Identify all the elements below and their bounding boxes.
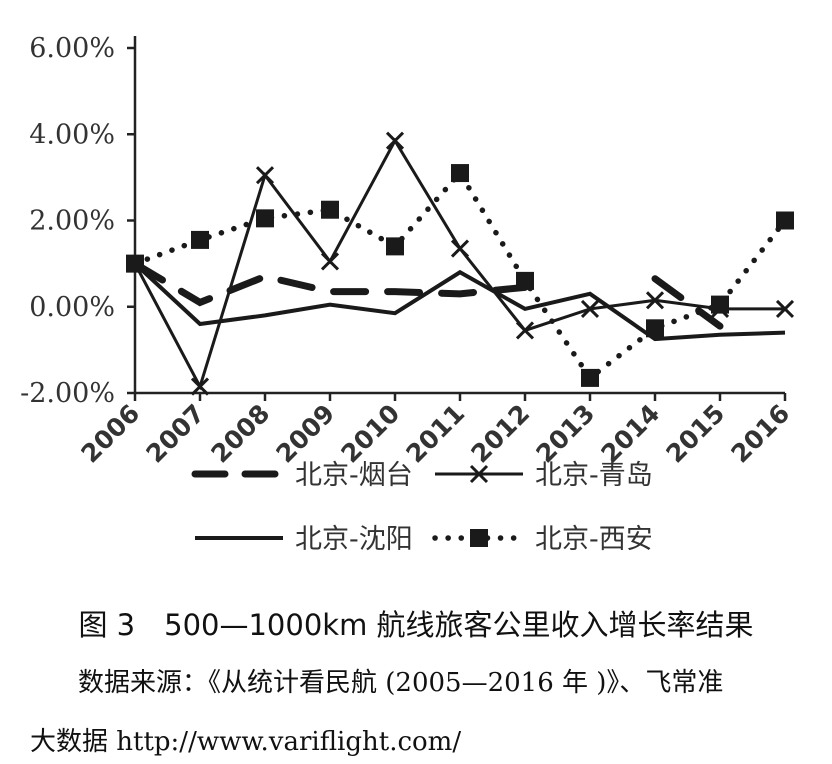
legend-label: 北京-烟台 xyxy=(295,460,413,491)
data-point-square-marker xyxy=(451,164,469,183)
data-point-square-marker xyxy=(711,295,729,314)
series-line xyxy=(651,275,724,330)
legend-label: 北京-沈阳 xyxy=(295,524,413,555)
series-line xyxy=(132,168,788,382)
data-point-x-marker xyxy=(775,299,795,318)
data-point-x-marker xyxy=(580,299,600,318)
x-tick-label: 2012 xyxy=(466,399,536,469)
figure-caption: 图 3 500—1000km 航线旅客公里收入增长率结果 xyxy=(78,608,754,642)
x-tick-label: 2015 xyxy=(661,399,731,469)
x-tick-label: 2006 xyxy=(76,399,146,469)
x-tick-label: 2008 xyxy=(206,399,276,469)
data-point-x-marker xyxy=(320,252,340,271)
data-point-x-marker xyxy=(450,239,470,258)
x-tick-label: 2007 xyxy=(141,399,211,469)
data-point-x-marker xyxy=(469,464,489,484)
series-layer xyxy=(125,131,795,396)
series-dash-thick xyxy=(131,260,724,330)
legend-label: 北京-西安 xyxy=(535,524,653,555)
data-point-square-marker xyxy=(581,368,599,387)
legend-item: 北京-烟台 xyxy=(191,460,413,491)
legend-item: 北京-西安 xyxy=(432,524,653,555)
data-point-square-marker xyxy=(321,200,339,219)
x-tick-label: 2013 xyxy=(531,399,601,469)
data-point-square-marker xyxy=(470,529,488,547)
y-tick-label: 0.00% xyxy=(29,292,115,323)
series-line-solid xyxy=(133,262,786,342)
y-tick-label: 6.00% xyxy=(29,33,115,64)
x-tick-label: 2011 xyxy=(401,399,471,469)
y-tick-label: -2.00% xyxy=(20,378,115,409)
data-point-x-marker xyxy=(255,166,275,185)
axes-layer: 6.00%4.00%2.00%0.00%-2.00%20062007200820… xyxy=(20,33,795,468)
y-tick-label: 4.00% xyxy=(29,119,115,150)
data-point-square-marker xyxy=(646,319,664,338)
line-chart: 6.00%4.00%2.00%0.00%-2.00%20062007200820… xyxy=(20,33,795,555)
legend-item: 北京-青岛 xyxy=(435,460,653,491)
data-point-x-marker xyxy=(645,291,665,310)
data-source-line-2: 大数据 http://www.variflight.com/ xyxy=(30,727,462,757)
data-point-square-marker xyxy=(256,209,274,228)
data-point-x-marker xyxy=(190,377,210,396)
legend-item: 北京-沈阳 xyxy=(195,524,413,555)
data-point-square-marker xyxy=(191,230,209,249)
data-point-square-marker xyxy=(126,254,144,273)
data-point-square-marker xyxy=(516,271,534,290)
series-line xyxy=(133,262,786,342)
data-point-square-marker xyxy=(776,211,794,230)
data-point-square-marker xyxy=(386,237,404,256)
series-line xyxy=(131,260,529,307)
x-tick-label: 2010 xyxy=(336,399,406,469)
data-source-line-1: 数据来源：《从统计看民航 (2005—2016 年 )》、飞常准 xyxy=(78,668,724,698)
series-dot-square xyxy=(126,164,794,387)
x-tick-label: 2014 xyxy=(596,399,666,469)
data-point-x-marker xyxy=(385,131,405,150)
x-tick-label: 2016 xyxy=(726,399,796,469)
legend-label: 北京-青岛 xyxy=(535,460,653,491)
y-tick-label: 2.00% xyxy=(29,206,115,237)
x-tick-label: 2009 xyxy=(271,399,341,469)
data-point-x-marker xyxy=(515,321,535,340)
